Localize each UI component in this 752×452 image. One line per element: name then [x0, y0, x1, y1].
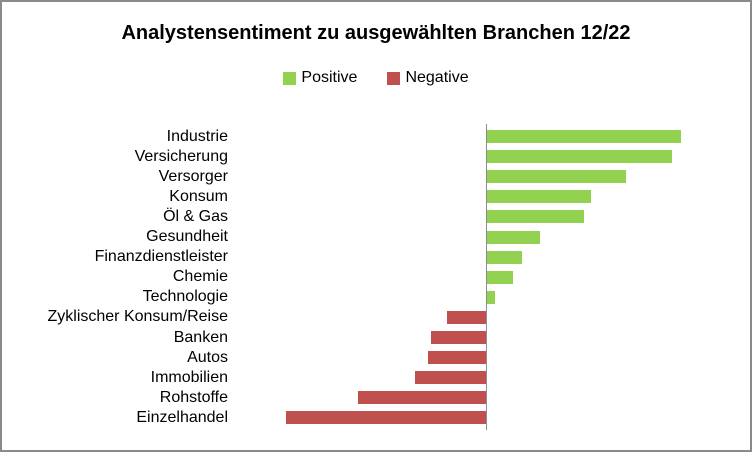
positive-bar	[487, 230, 540, 244]
positive-bar	[487, 290, 495, 304]
chart-legend: Positive Negative	[2, 69, 750, 87]
legend-item-positive: Positive	[283, 69, 357, 87]
category-label: Konsum	[169, 187, 228, 205]
legend-item-negative: Negative	[387, 69, 469, 87]
negative-bar	[447, 310, 486, 324]
axis-baseline	[486, 124, 487, 430]
category-label: Banken	[173, 328, 228, 346]
category-label: Gesundheit	[146, 228, 228, 245]
positive-bar	[487, 150, 672, 164]
category-label: Industrie	[166, 127, 228, 145]
positive-bar	[487, 210, 584, 224]
category-label: Immobilien	[150, 368, 228, 386]
positive-bar	[487, 170, 626, 184]
category-label: Einzelhandel	[136, 408, 228, 426]
legend-positive-label: Positive	[301, 69, 358, 86]
positive-bar	[487, 270, 513, 284]
positive-bar	[487, 190, 591, 204]
category-label: Versorger	[158, 167, 228, 185]
category-label: Zyklischer Konsum/Reise	[47, 308, 229, 326]
positive-bar	[487, 130, 681, 143]
legend-negative-swatch	[387, 71, 401, 85]
negative-bar	[431, 331, 486, 344]
category-label: Finanzdienstleister	[94, 248, 228, 266]
category-label: Versicherung	[134, 147, 228, 165]
category-label: Öl & Gas	[163, 207, 228, 225]
category-label: Chemie	[172, 268, 228, 286]
category-label: Rohstoffe	[159, 388, 228, 406]
negative-bar	[428, 351, 486, 365]
legend-negative-label: Negative	[405, 69, 469, 86]
chart-title: Analystensentiment zu ausgewählten Branc…	[121, 22, 631, 44]
category-label: Technologie	[142, 288, 228, 306]
legend-positive-swatch	[283, 71, 297, 85]
category-label: Autos	[187, 348, 228, 366]
negative-bar	[358, 391, 486, 405]
negative-bar	[415, 371, 486, 385]
positive-bar	[487, 250, 522, 264]
negative-bar	[286, 411, 486, 425]
